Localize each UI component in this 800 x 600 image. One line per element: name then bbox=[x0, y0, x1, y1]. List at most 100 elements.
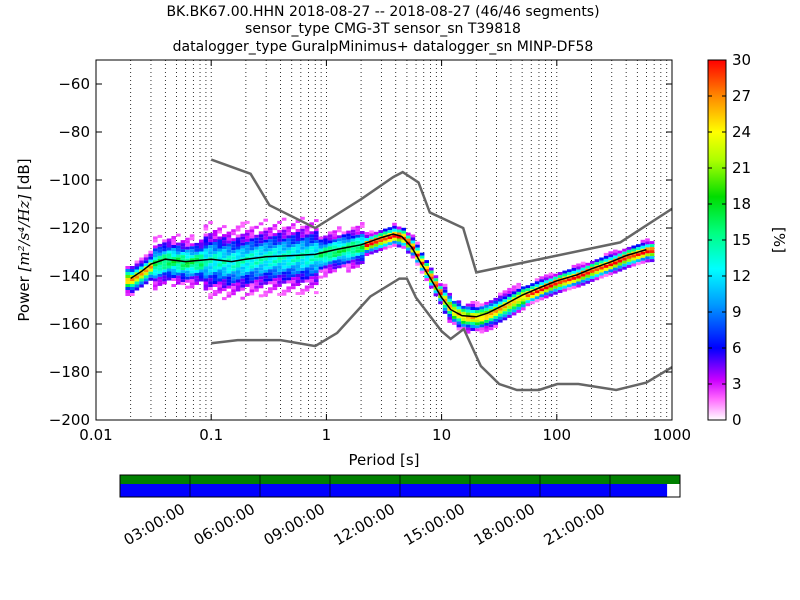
heatmap-cell bbox=[254, 279, 259, 283]
heatmap-cell bbox=[470, 322, 475, 325]
heatmap-cell bbox=[438, 298, 443, 302]
heatmap-cell bbox=[268, 290, 273, 294]
heatmap-cell bbox=[557, 272, 563, 275]
heatmap-cell bbox=[599, 275, 604, 279]
heatmap-cell bbox=[277, 283, 282, 287]
heatmap-cell bbox=[465, 306, 471, 310]
heatmap-cell bbox=[263, 242, 268, 246]
time-tick-label: 15:00:00 bbox=[401, 500, 468, 549]
heatmap-cell bbox=[258, 240, 264, 244]
heatmap-cell bbox=[300, 246, 305, 250]
heatmap-cell bbox=[281, 235, 287, 239]
heatmap-cell bbox=[327, 267, 333, 271]
heatmap-cell bbox=[332, 236, 337, 240]
heatmap-cell bbox=[530, 286, 535, 290]
heatmap-cell bbox=[217, 239, 222, 243]
heatmap-cell bbox=[636, 262, 641, 266]
heatmap-cell bbox=[295, 250, 301, 253]
heatmap-cell bbox=[406, 247, 411, 251]
heatmap-cell bbox=[222, 234, 227, 238]
heatmap-cell bbox=[212, 251, 218, 254]
heatmap-cell bbox=[203, 281, 209, 285]
heatmap-cell bbox=[231, 232, 236, 236]
heatmap-cell bbox=[194, 269, 199, 273]
heatmap-cell bbox=[235, 276, 241, 280]
colorbar-tick-label: 12 bbox=[732, 267, 751, 285]
heatmap-cell bbox=[461, 311, 466, 315]
heatmap-cell bbox=[254, 246, 259, 250]
heatmap-cell bbox=[268, 260, 273, 264]
heatmap-cell bbox=[231, 268, 236, 272]
heatmap-cell bbox=[245, 268, 250, 272]
heatmap-cell bbox=[235, 243, 241, 247]
heatmap-cell bbox=[475, 304, 480, 308]
heatmap-cell bbox=[162, 281, 167, 285]
heatmap-cell bbox=[327, 243, 333, 247]
heatmap-cell bbox=[277, 259, 282, 263]
heatmap-cell bbox=[544, 274, 549, 278]
heatmap-cell bbox=[516, 282, 521, 286]
heatmap-cell bbox=[240, 278, 245, 282]
heatmap-cell bbox=[212, 245, 218, 248]
heatmap-cell bbox=[245, 229, 250, 233]
heatmap-cell bbox=[337, 238, 342, 242]
heatmap-cell bbox=[245, 262, 250, 266]
heatmap-cell bbox=[309, 234, 314, 238]
heatmap-cell bbox=[166, 268, 172, 272]
heatmap-cell bbox=[226, 273, 232, 277]
heatmap-cell bbox=[171, 266, 176, 269]
heatmap-cell bbox=[318, 242, 324, 246]
heatmap-cell bbox=[479, 306, 485, 310]
heatmap-cell bbox=[433, 293, 439, 297]
heatmap-cell bbox=[277, 250, 282, 254]
heatmap-cell bbox=[622, 266, 627, 270]
heatmap-cell bbox=[327, 264, 333, 268]
heatmap-cell bbox=[245, 292, 250, 296]
heatmap-cell bbox=[258, 234, 264, 238]
heatmap-cell bbox=[291, 259, 296, 263]
heatmap-cell bbox=[295, 220, 301, 223]
heatmap-cell bbox=[502, 293, 508, 297]
heatmap-cell bbox=[442, 310, 448, 314]
heatmap-cell bbox=[194, 272, 199, 276]
heatmap-cell bbox=[544, 295, 549, 299]
heatmap-cell bbox=[226, 237, 232, 241]
heatmap-cell bbox=[208, 236, 213, 240]
heatmap-cell bbox=[272, 245, 278, 249]
heatmap-cell bbox=[585, 265, 590, 269]
heatmap-cell bbox=[254, 225, 259, 229]
heatmap-cell bbox=[415, 262, 420, 266]
heatmap-cell bbox=[143, 272, 149, 276]
heatmap-cell bbox=[585, 271, 590, 275]
heatmap-cell bbox=[286, 244, 291, 248]
colorbar-tick-label: 9 bbox=[732, 303, 742, 321]
heatmap-cell bbox=[631, 260, 636, 264]
heatmap-cell bbox=[369, 251, 374, 255]
heatmap-cell bbox=[318, 263, 324, 267]
heatmap-cell bbox=[286, 274, 291, 278]
heatmap-cell bbox=[304, 249, 310, 253]
heatmap-cell bbox=[189, 273, 195, 277]
colorbar-tick-label: 27 bbox=[732, 87, 751, 105]
heatmap-cell bbox=[176, 281, 181, 285]
heatmap-cell bbox=[378, 248, 383, 252]
heatmap-cell bbox=[139, 275, 144, 279]
heatmap-cell bbox=[626, 264, 632, 268]
heatmap-cell bbox=[553, 273, 558, 277]
heatmap-cell bbox=[442, 286, 448, 290]
heatmap-cell bbox=[272, 266, 278, 270]
heatmap-cell bbox=[415, 253, 420, 257]
heatmap-cell bbox=[125, 293, 130, 296]
heatmap-cell bbox=[442, 307, 448, 311]
heatmap-cell bbox=[617, 259, 623, 263]
heatmap-cell bbox=[392, 237, 397, 241]
heatmap-cell bbox=[645, 247, 650, 251]
heatmap-cell bbox=[470, 328, 475, 331]
heatmap-cell bbox=[323, 247, 328, 251]
heatmap-cell bbox=[318, 266, 324, 270]
heatmap-cell bbox=[401, 233, 406, 237]
heatmap-cell bbox=[419, 252, 425, 256]
heatmap-cell bbox=[272, 269, 278, 273]
heatmap-cell bbox=[337, 226, 342, 230]
heatmap-cell bbox=[185, 243, 190, 247]
